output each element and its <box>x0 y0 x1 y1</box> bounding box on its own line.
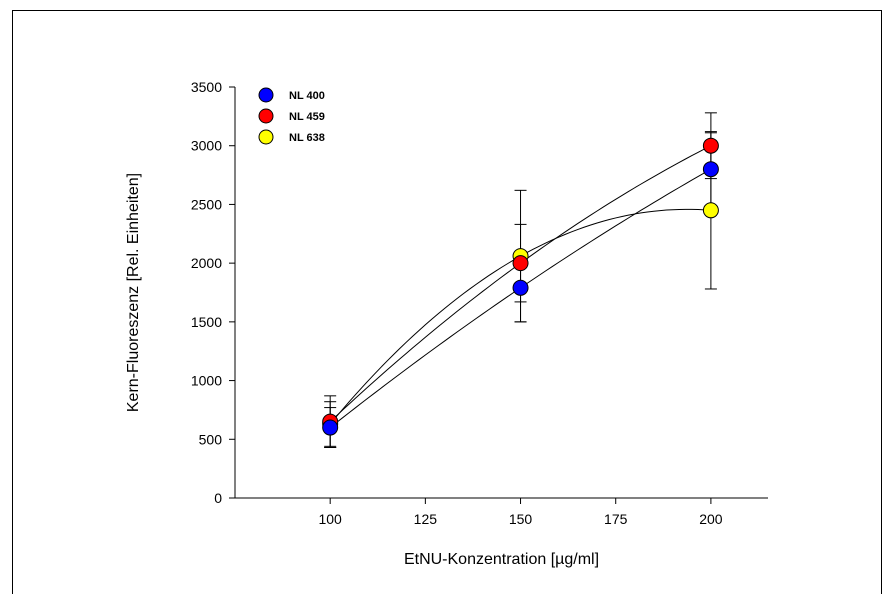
y-tick-label: 2000 <box>191 255 222 271</box>
legend-marker <box>258 87 274 103</box>
legend-marker <box>258 129 274 145</box>
chart-frame <box>12 10 882 594</box>
y-axis-title: Kern-Fluoreszenz [Rel. Einheiten] <box>125 173 142 412</box>
y-tick-label: 3000 <box>191 138 222 154</box>
legend: NL 400 NL 459 NL 638 <box>258 87 325 145</box>
x-tick-label: 125 <box>414 511 438 527</box>
y-tick-label: 1500 <box>191 314 222 330</box>
legend-label: NL 400 <box>289 90 325 102</box>
legend-marker <box>258 108 274 124</box>
data-point <box>702 137 719 154</box>
data-point <box>322 419 339 436</box>
axes: 100 125 150 175 2000500100015002000250030003… <box>191 79 768 527</box>
x-axis-title: EtNU-Konzentration [µg/ml] <box>404 551 599 568</box>
x-tick-label: 175 <box>604 511 628 527</box>
data-point <box>702 202 719 219</box>
legend-label: NL 638 <box>289 132 325 144</box>
data-point <box>512 279 529 296</box>
y-tick-label: 2500 <box>191 196 222 212</box>
x-tick-label: 100 <box>318 511 342 527</box>
y-tick-label: 0 <box>214 490 222 506</box>
y-tick-label: 3500 <box>191 79 222 95</box>
data-point <box>702 161 719 178</box>
x-tick-label: 150 <box>509 511 533 527</box>
error-bars <box>324 112 717 449</box>
y-tick-label: 500 <box>199 431 223 447</box>
x-tick-label: 200 <box>699 511 723 527</box>
legend-label: NL 459 <box>289 111 325 123</box>
data-point <box>512 255 529 272</box>
y-tick-label: 1000 <box>191 373 222 389</box>
data-points <box>322 137 719 436</box>
